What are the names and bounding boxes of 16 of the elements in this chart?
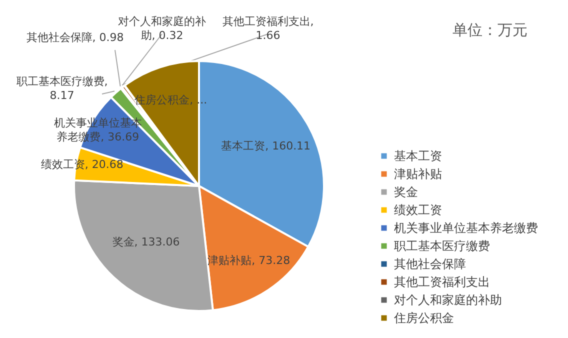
legend-label: 津贴补贴 (394, 167, 442, 181)
data-label: 奖金, 133.06 (112, 236, 180, 249)
legend-label: 奖金 (394, 185, 418, 199)
legend-label: 住房公积金 (393, 311, 454, 325)
data-label: 其他工资福利支出, 1.66 (222, 15, 314, 42)
text: 单位：万元 (452, 21, 528, 39)
legend-label: 职工基本医疗缴费 (394, 239, 490, 253)
legend-label: 机关事业单位基本养老缴费 (394, 221, 538, 235)
legend-label: 其他工资福利支出 (394, 275, 490, 289)
data-label: 职工基本医疗缴费, 8.17 (16, 75, 108, 102)
legend-label: 绩效工资 (394, 203, 442, 217)
data-label: 其他社会保障, 0.98 (26, 31, 124, 44)
legend-label: 其他社会保障 (394, 257, 466, 271)
data-label: 基本工资, 160.11 (221, 140, 311, 153)
legend-label: 对个人和家庭的补助 (394, 293, 502, 307)
legend-label: 基本工资 (394, 149, 442, 163)
